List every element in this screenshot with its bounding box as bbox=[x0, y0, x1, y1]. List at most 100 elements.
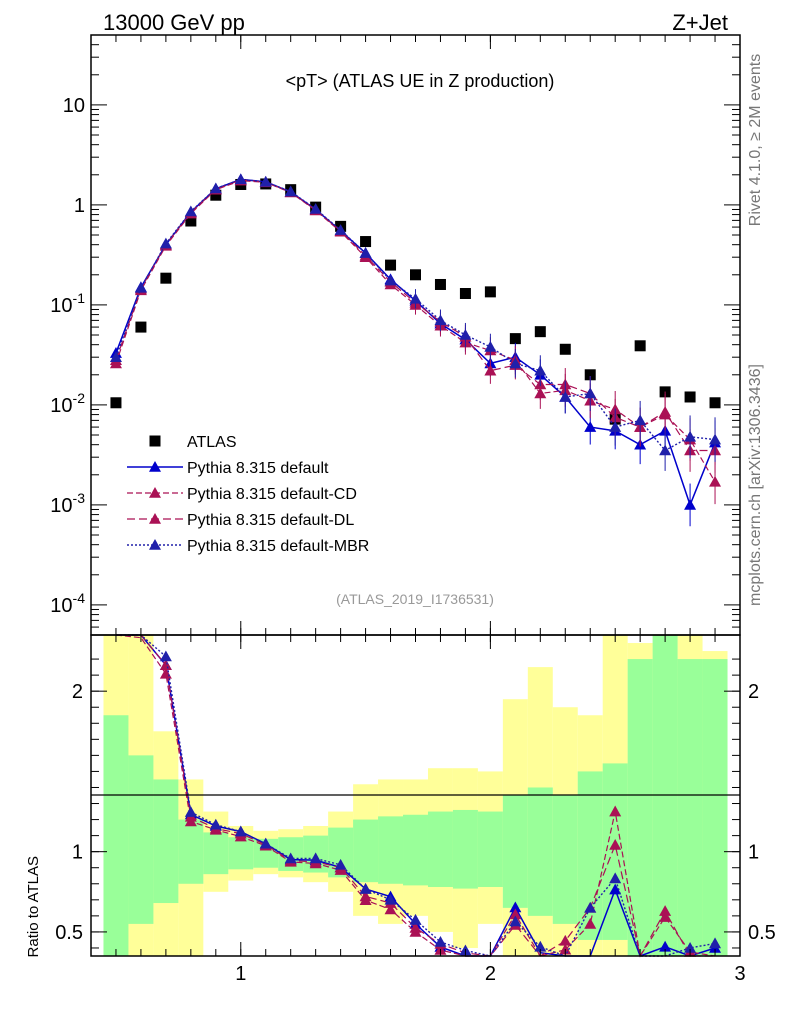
ratio-point bbox=[709, 937, 722, 949]
legend-label: Pythia 8.315 default-CD bbox=[187, 486, 357, 503]
ratio-y-tick-label-left: 1 bbox=[72, 842, 83, 864]
mc-data-point bbox=[584, 387, 597, 399]
legend-entry: Pythia 8.315 default-CD bbox=[127, 486, 357, 503]
green-band-bin bbox=[228, 837, 254, 870]
ratio-point bbox=[609, 883, 622, 895]
x-tick-label: 3 bbox=[734, 963, 745, 985]
y-tick-label: 1 bbox=[74, 195, 85, 217]
ratio-point bbox=[609, 872, 622, 884]
y-tick-label: 10-2 bbox=[50, 390, 85, 417]
atlas-data-point bbox=[584, 369, 596, 381]
series-line bbox=[115, 178, 716, 508]
plot-title: <pT> (ATLAS UE in Z production) bbox=[286, 71, 555, 91]
mc-data-point bbox=[309, 202, 322, 214]
ratio-point bbox=[184, 806, 197, 817]
mc-data-point bbox=[709, 475, 722, 487]
mc-data-point bbox=[659, 444, 672, 456]
header-process-label: Z+Jet bbox=[672, 10, 728, 35]
ratio-point bbox=[384, 903, 397, 915]
legend: ATLAS Pythia 8.315 default Pythia 8.315 de… bbox=[127, 434, 369, 555]
series-3 bbox=[109, 173, 722, 473]
green-band-bin bbox=[502, 795, 528, 908]
ratio-y-tick-label-right: 0.5 bbox=[748, 922, 776, 944]
mc-data-point bbox=[509, 357, 522, 369]
mc-data-point bbox=[534, 364, 547, 376]
mc-data-point bbox=[159, 237, 172, 249]
atlas-data-point bbox=[684, 391, 696, 403]
mc-data-point bbox=[384, 274, 397, 286]
ratio-point bbox=[659, 911, 672, 922]
legend-entry: ATLAS bbox=[149, 434, 237, 451]
mc-data-point bbox=[609, 421, 622, 432]
atlas-data-point bbox=[459, 288, 471, 300]
analysis-tag: (ATLAS_2019_I1736531) bbox=[336, 591, 494, 607]
ratio-point bbox=[259, 837, 272, 849]
ratio-point bbox=[334, 858, 347, 870]
atlas-data-point bbox=[410, 269, 421, 281]
series-line bbox=[115, 178, 716, 452]
y-tick-label: 10-3 bbox=[50, 490, 85, 517]
atlas-data-point bbox=[135, 321, 147, 333]
mc-data-point bbox=[209, 182, 222, 194]
ratio-point bbox=[659, 905, 672, 916]
ratio-series-4 bbox=[115, 634, 722, 957]
ratio-series-layer bbox=[115, 634, 722, 958]
ratio-point bbox=[609, 838, 622, 850]
legend-marker-triangle bbox=[149, 539, 161, 550]
series-2 bbox=[109, 174, 722, 505]
ratio-y-tick-label-left: 2 bbox=[72, 681, 83, 703]
mc-data-point bbox=[459, 329, 472, 340]
atlas-data-point bbox=[434, 278, 446, 290]
mc-data-point bbox=[359, 247, 372, 258]
mc-data-point bbox=[584, 421, 597, 432]
ratio-point bbox=[409, 913, 422, 925]
ratio-point bbox=[159, 659, 172, 670]
atlas-data-point bbox=[160, 272, 172, 284]
ratio-point bbox=[509, 915, 522, 927]
mc-data-point bbox=[684, 430, 697, 442]
y-tick-label: 10 bbox=[63, 95, 85, 117]
header-energy-label: 13000 GeV pp bbox=[103, 10, 245, 35]
legend-marker-triangle bbox=[149, 461, 161, 472]
atlas-data-point bbox=[185, 215, 197, 227]
legend-label: Pythia 8.315 default bbox=[187, 460, 329, 477]
green-band-bin bbox=[203, 832, 229, 875]
mc-data-point bbox=[659, 405, 672, 417]
green-band-bin bbox=[128, 755, 154, 924]
x-tick-label: 1 bbox=[235, 963, 246, 985]
green-band-bin bbox=[153, 779, 179, 904]
series-line bbox=[115, 179, 716, 452]
ratio-point bbox=[684, 941, 697, 953]
green-band-bin bbox=[527, 787, 553, 916]
ratio-point bbox=[584, 901, 597, 913]
mc-data-point bbox=[284, 185, 297, 197]
legend-entry: Pythia 8.315 default-DL bbox=[127, 512, 354, 529]
series-4 bbox=[109, 173, 722, 471]
green-band-bin bbox=[577, 771, 603, 940]
atlas-data-point bbox=[210, 189, 222, 201]
atlas-data-point bbox=[360, 236, 372, 248]
mcplots-source-label: mcplots.cern.ch [arXiv:1306.3436] bbox=[747, 364, 764, 606]
green-band-bin bbox=[627, 659, 653, 956]
ratio-point bbox=[309, 852, 322, 864]
ratio-point bbox=[509, 908, 522, 920]
mc-data-point bbox=[634, 414, 647, 426]
legend-entry: Pythia 8.315 default-MBR bbox=[127, 538, 369, 555]
ratio-point bbox=[284, 852, 297, 864]
atlas-data-point bbox=[385, 259, 397, 271]
ratio-point bbox=[359, 883, 372, 894]
green-band-bin bbox=[178, 819, 204, 884]
legend-marker-triangle bbox=[149, 487, 161, 498]
green-band-bin bbox=[427, 811, 453, 887]
green-band-bin bbox=[103, 715, 129, 956]
ratio-point bbox=[409, 921, 422, 933]
y-tick-label: 10-4 bbox=[50, 590, 85, 617]
atlas-data-point bbox=[634, 340, 646, 352]
green-band-bin bbox=[403, 814, 428, 886]
green-band-bin bbox=[353, 819, 379, 883]
ratio-point bbox=[559, 934, 572, 946]
green-band-bin bbox=[552, 795, 578, 924]
legend-marker-triangle bbox=[149, 513, 161, 524]
legend-label: ATLAS bbox=[187, 434, 237, 451]
ratio-point bbox=[584, 917, 597, 929]
